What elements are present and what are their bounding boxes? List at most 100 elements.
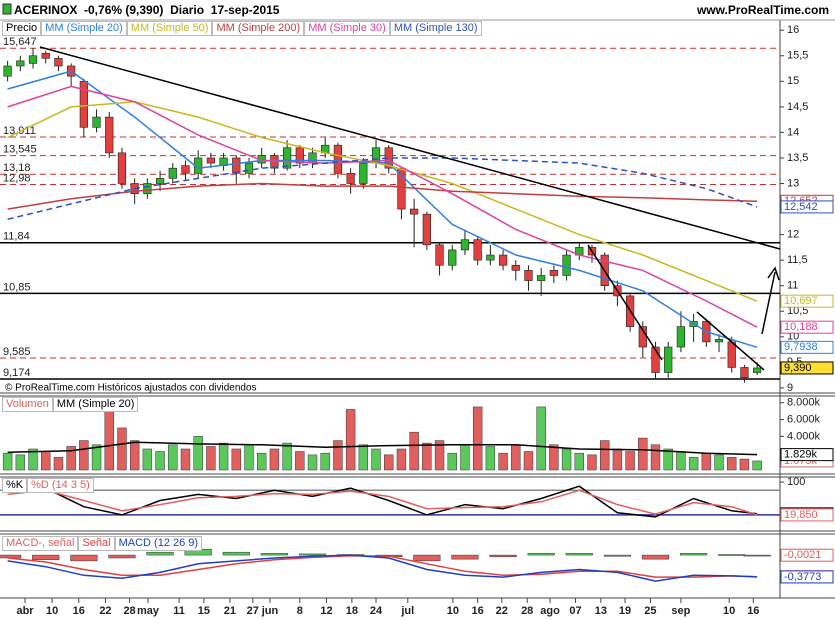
bar — [599, 440, 610, 471]
legend-item: MM (Simple 30) — [304, 21, 390, 36]
candle-body — [333, 144, 343, 174]
value-tag-bg — [780, 320, 834, 334]
bar — [28, 448, 38, 471]
candle-body — [562, 254, 571, 276]
legend-item: MM (Simple 20) — [41, 21, 127, 36]
y-tick-label: 14,5 — [787, 101, 808, 113]
legend-item: MM (Simple 20) — [52, 397, 139, 412]
trend-line — [696, 311, 765, 371]
bar — [231, 448, 241, 471]
value-tag: 9,7938 — [780, 340, 834, 354]
line-series — [7, 85, 758, 328]
x-tick-label: 22 — [496, 605, 508, 617]
x-tick-label: 19 — [619, 605, 631, 617]
bar — [117, 427, 127, 471]
value-tag-label: 9,7938 — [784, 341, 818, 353]
x-tick-label: 10 — [723, 605, 735, 617]
line-series — [7, 157, 758, 221]
line-series — [7, 489, 758, 516]
candle-body — [346, 172, 355, 184]
candle-body — [3, 65, 12, 77]
candle-body — [486, 254, 495, 261]
candle-body — [308, 152, 317, 164]
line-series — [7, 182, 758, 210]
bar — [714, 454, 724, 471]
candle-body — [117, 152, 127, 184]
bar — [680, 553, 708, 556]
candle-body — [244, 162, 254, 174]
legend-item: MM (Simple 130) — [389, 21, 482, 36]
y-tick-label: 10 — [787, 331, 799, 343]
level-label: 15,647 — [3, 36, 37, 48]
arrow-head — [767, 266, 780, 281]
value-tag-label: 1.829k — [784, 449, 818, 461]
candle-body — [753, 367, 762, 373]
bar — [146, 551, 174, 556]
value-tag: 10,697 — [780, 294, 834, 308]
candle-body — [714, 339, 724, 343]
bar — [688, 457, 699, 471]
bar — [489, 554, 517, 558]
candle-body — [143, 183, 152, 195]
bar — [218, 442, 229, 471]
bar — [142, 448, 153, 471]
y-tick-label: 6.000k — [787, 413, 821, 425]
bar — [434, 440, 445, 471]
y-tick-label: 12 — [787, 229, 799, 241]
x-tick-label: sep — [671, 605, 690, 617]
value-tag-label: 12,542 — [784, 201, 818, 213]
value-tag-bg — [780, 448, 834, 462]
value-tag-label: 9,390 — [784, 362, 812, 374]
x-tick-label: jul — [400, 605, 414, 617]
bar — [718, 554, 746, 556]
candle-body — [168, 167, 177, 179]
x-tick-label: abr — [16, 605, 34, 617]
bar — [70, 554, 98, 562]
y-tick-label: 9 — [787, 382, 793, 394]
candle-body — [232, 157, 241, 174]
candle-body — [155, 178, 165, 184]
bar — [447, 452, 457, 471]
y-tick-label: 13 — [787, 177, 799, 189]
candle-body — [511, 264, 520, 271]
y-tick-label: 14 — [787, 126, 799, 138]
legend: %K %D (14 3 5) — [2, 478, 94, 493]
bar — [574, 452, 584, 471]
bar — [358, 444, 369, 471]
value-tag-bg — [780, 340, 834, 354]
bar — [451, 554, 479, 560]
y-tick-label: 16 — [787, 24, 799, 36]
x-tick-label: 16 — [73, 605, 85, 617]
legend: Precio MM (Simple 20) MM (Simple 50) MM (Si… — [2, 21, 482, 36]
value-tag-label: 19,850 — [784, 509, 818, 521]
candle-body — [105, 116, 114, 154]
x-tick-label: may — [137, 605, 160, 617]
bar — [256, 452, 267, 471]
value-tag: 9,390 — [780, 361, 834, 375]
value-tag: 19,850 — [780, 508, 834, 522]
bar — [422, 442, 432, 471]
candle-body — [460, 239, 470, 251]
bar — [32, 554, 60, 560]
legend: Volumen MM (Simple 20) — [2, 397, 139, 412]
candle-body — [295, 147, 304, 164]
candle-body — [651, 346, 660, 373]
bar — [2, 452, 13, 471]
candle-body — [727, 341, 736, 368]
value-tag-label: 10,188 — [784, 321, 818, 333]
value-tag-label: -0,0021 — [784, 549, 821, 561]
bar — [625, 451, 635, 471]
candle-body — [28, 55, 38, 64]
candle-body — [16, 60, 25, 67]
bar — [222, 551, 250, 556]
y-tick-label: 4.000k — [787, 430, 821, 442]
bar — [752, 460, 762, 471]
bar — [413, 554, 441, 562]
bar — [66, 446, 76, 471]
bar — [244, 444, 254, 471]
bar — [269, 448, 280, 471]
bar — [206, 446, 216, 471]
bar — [527, 553, 555, 556]
x-tick-label: 28 — [521, 605, 533, 617]
